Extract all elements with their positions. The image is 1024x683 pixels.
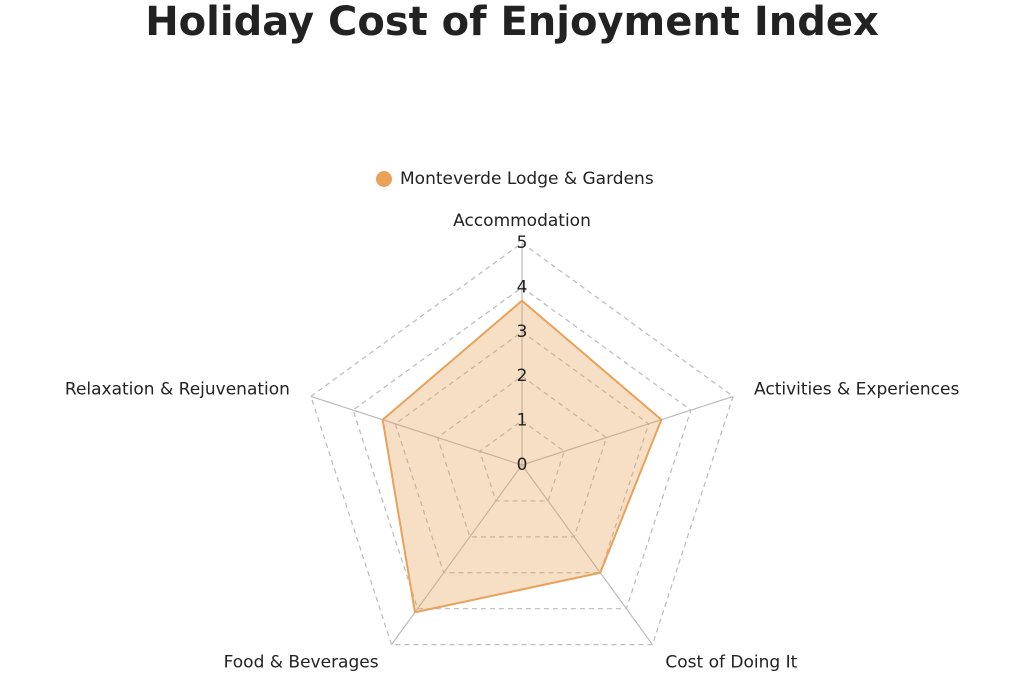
legend-marker <box>376 171 392 187</box>
r-tick-label: 3 <box>517 322 528 342</box>
axis-spoke <box>521 395 734 466</box>
axis-label: Food & Beverages <box>224 652 379 672</box>
axis-label: Relaxation & Rejuvenation <box>65 380 290 400</box>
grid-line <box>436 375 608 538</box>
axis-spoke <box>521 464 653 645</box>
axis-label: Cost of Doing It <box>665 652 797 672</box>
r-tick-label: 1 <box>517 411 528 431</box>
grid-line <box>479 419 565 502</box>
r-tick-label: 2 <box>517 366 528 386</box>
r-tick-label: 5 <box>517 233 528 253</box>
chart-title: Holiday Cost of Enjoyment Index <box>145 0 879 45</box>
grid-line <box>310 242 734 646</box>
r-tick-label: 0 <box>517 455 528 475</box>
r-tick-label: 4 <box>517 277 528 297</box>
grid-line <box>394 331 650 574</box>
axis-spoke <box>391 464 523 645</box>
axis-label: Activities & Experiences <box>754 380 959 400</box>
legend-label: Monteverde Lodge & Gardens <box>400 169 654 189</box>
axis-label: Accommodation <box>453 211 591 231</box>
axis-spoke <box>310 395 523 466</box>
series-area <box>381 299 663 614</box>
grid-line <box>352 286 692 610</box>
